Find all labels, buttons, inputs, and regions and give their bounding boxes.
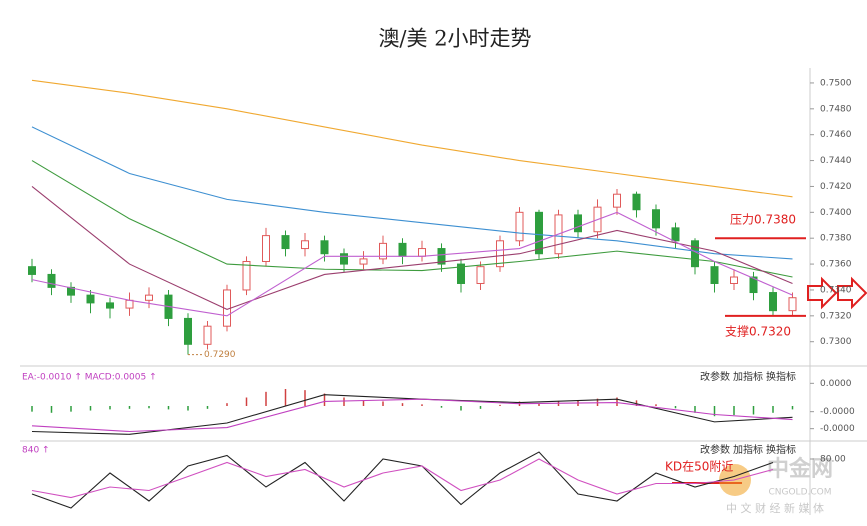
candle-body [632,193,641,211]
resistance-label: 压力0.7380 [730,213,796,227]
low-label: 0.7290 [204,350,236,360]
y-tick-label: 0.7300 [820,337,852,347]
indicator-line [31,160,793,278]
y-tick-label: 0.7380 [820,234,852,244]
candle-body [613,193,621,208]
indicator-line [31,458,774,499]
candle-body [535,211,543,255]
candle-body [262,235,270,262]
y-tick-label: -0.0000 [820,424,855,434]
candle-body [749,276,758,294]
candle-body [86,294,95,304]
arrow-icon [837,276,867,310]
candle-body [691,240,699,268]
candle-body [320,240,329,255]
y-tick-label: 0.7340 [820,285,852,295]
candle-body [340,253,348,265]
candle-body [184,317,192,345]
watermark-slogan: 中 文 财 经 新 媒 体 [726,501,824,515]
indicator-line [31,186,793,310]
candle-body [652,209,660,229]
kd-annotation: KD在50附近 [665,460,733,474]
candle-body [203,325,212,345]
indicator-line [31,398,793,433]
candle-body [457,263,465,284]
y-tick-label: 0.7480 [820,104,852,114]
y-tick-label: 80.00 [820,455,846,465]
indicator-button[interactable]: 改参数 [700,443,730,456]
candle-body [574,214,582,233]
y-tick-label: 0.7360 [820,260,852,270]
candle-body [418,248,426,257]
candle-body [242,260,251,291]
candle-body [730,276,738,284]
candle-body [769,292,777,312]
y-tick-label: 0.7460 [820,130,852,140]
y-tick-label: 0.7400 [820,208,852,218]
candle-body [398,242,407,257]
support-label: 支撑0.7320 [725,323,791,338]
candle-body [145,294,153,301]
indicator-button[interactable]: 换指标 [766,443,796,456]
candle-body [106,302,114,309]
arrow-icon [807,276,838,310]
candle-body [359,258,368,265]
candle-body [28,266,36,275]
y-tick-label: -0.0000 [820,407,855,417]
indicator-header: EA:-0.0010 ↑ MACD:0.0005 ↑ [22,373,157,383]
indicator-line [31,126,793,260]
candle-body [788,297,797,312]
y-tick-label: 0.0000 [820,379,852,389]
y-tick-label: 0.7500 [820,78,852,88]
indicator-button[interactable]: 改参数 [700,370,730,383]
indicator-button[interactable]: 换指标 [766,370,796,383]
y-tick-label: 0.7320 [820,311,852,321]
candle-body [301,240,309,250]
candle-body [281,235,290,250]
y-tick-label: 0.7420 [820,182,852,192]
candle-body [476,266,485,284]
candle-body [710,266,719,284]
indicator-line [31,394,793,435]
watermark-site: CNGOLD.COM [768,488,831,498]
candle-body [515,211,524,242]
candle-body [496,240,504,268]
indicator-button[interactable]: 加指标 [733,443,763,456]
candle-body [379,242,387,260]
indicator-button[interactable]: 加指标 [733,370,763,383]
indicator-line [31,211,793,317]
candle-body [437,248,446,265]
candle-body [47,273,56,288]
chart-title: 澳/美 2小时走势 [378,27,531,51]
indicator-line [31,451,774,509]
candle-body [671,227,680,242]
indicator-line [31,79,793,198]
indicator-header: 840 ↑ [22,446,50,456]
candle-body [125,299,134,309]
watermark-brand: 中金网 [767,456,833,482]
y-tick-label: 0.7440 [820,156,852,166]
